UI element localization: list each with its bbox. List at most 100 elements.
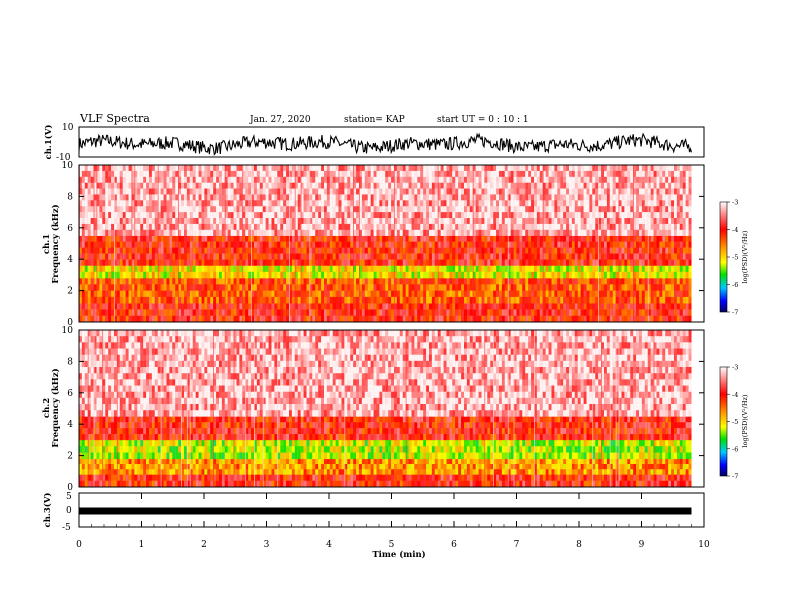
spectrogram-cell [466,200,470,207]
spectrogram-cell [513,271,517,279]
spectrogram-cell [577,241,581,248]
spectrogram-cell [592,284,596,291]
spectrogram-cell [242,170,246,178]
spectrogram-cell [490,176,494,183]
spectrogram-cell [370,182,374,189]
spectrogram-cell [324,253,327,260]
spectrogram-cell [429,212,432,219]
spectrogram-cell [245,284,249,291]
spectrogram-cell [335,241,339,248]
spectrogram-cell [309,218,313,225]
spectrogram-cell [236,247,240,254]
spectrogram-cell [189,170,193,178]
spectrogram-cell [548,253,552,260]
spectrogram-cell [87,265,91,273]
spectrogram-cell [589,212,593,219]
spectrogram-cell [379,188,383,195]
spectrogram-cell [280,229,284,236]
spectrogram-cell [367,271,371,279]
spectrogram-cell [595,253,599,260]
spectrogram-cell [338,223,342,231]
spectrogram-cell [507,309,511,316]
spectrogram-cell [189,176,193,183]
spectrogram-cell [184,235,187,242]
spectrogram-cell [353,259,357,266]
spectrogram-cell [268,290,272,298]
spectrogram-cell [122,271,126,279]
spectrogram-cell [402,290,406,298]
spectrogram-cell [119,223,123,231]
spectrogram-cell [102,290,106,298]
spectrogram-cell [359,241,362,248]
spectrogram-cell [315,290,319,298]
spectrogram-cell [595,271,599,279]
spectrogram-cell [598,296,602,304]
spectrogram-cell [128,290,132,298]
spectrogram-cell [81,315,85,323]
spectrogram-cell [280,259,284,266]
spectrogram-cell [335,296,339,304]
spectrogram-cell [548,200,552,207]
spectrogram-cell [440,253,444,260]
spectrogram-cell [496,165,500,172]
spectrogram-cell [219,229,222,236]
spectrogram-cell [84,241,88,248]
spectrogram-cell [242,188,246,195]
spectrogram-cell [571,296,575,304]
spectrogram-cell [405,284,409,291]
spectrogram-cell [513,284,517,291]
spectrogram-cell [539,223,543,231]
spectrogram-cell [606,165,610,172]
spectrogram-cell [108,309,112,316]
spectrogram-cell [627,218,631,225]
spectrogram-cell [271,176,275,183]
spectrogram-cell [122,212,126,219]
spectrogram-cell [464,284,467,291]
spectrogram-cell [560,284,564,291]
spectrogram-cell [402,253,406,260]
spectrogram-cell [256,265,260,273]
spectrogram-cell [367,206,371,213]
spectrogram-cell [528,296,532,304]
spectrogram-cell [464,188,467,195]
spectrogram-cell [364,296,368,304]
spectrogram-cell [589,188,593,195]
spectrogram-cell [172,284,176,291]
spectrogram-cell [630,212,634,219]
spectrogram-cell [143,223,147,231]
spectrogram-cell [569,315,572,323]
spectrogram-cell [312,241,316,248]
spectrogram-cell [277,165,281,172]
spectrogram-cell [493,253,497,260]
spectrogram-cell [423,296,427,304]
spectrogram-cell [283,303,287,310]
spectrogram-cell [405,223,409,231]
spectrogram-cell [504,223,508,231]
spectrogram-cell [312,296,316,304]
spectrogram-cell [373,315,377,323]
spectrogram-cell [475,170,479,178]
spectrogram-cell [151,271,155,279]
spectrogram-cell [484,212,488,219]
spectrogram-cell [574,165,578,172]
spectrogram-cell [563,253,567,260]
spectrogram-cell [580,241,584,248]
spectrogram-cell [472,206,476,213]
spectrogram-cell [612,206,616,213]
spectrogram-cell [289,315,292,323]
spectrogram-cell [519,194,523,201]
spectrogram-cell [271,309,275,316]
spectrogram-cell [481,206,485,213]
spectrogram-cell [580,165,584,172]
spectrogram-cell [221,309,225,316]
spectrogram-cell [370,235,374,242]
spectrogram-cell [321,253,325,260]
spectrogram-cell [79,303,82,310]
spectrogram-cell [137,206,141,213]
spectrogram-cell [297,212,301,219]
spectrogram-cell [461,176,465,183]
spectrogram-cell [475,241,479,248]
spectrogram-cell [554,315,558,323]
spectrogram-cell [417,247,421,254]
spectrogram-cell [531,271,535,279]
